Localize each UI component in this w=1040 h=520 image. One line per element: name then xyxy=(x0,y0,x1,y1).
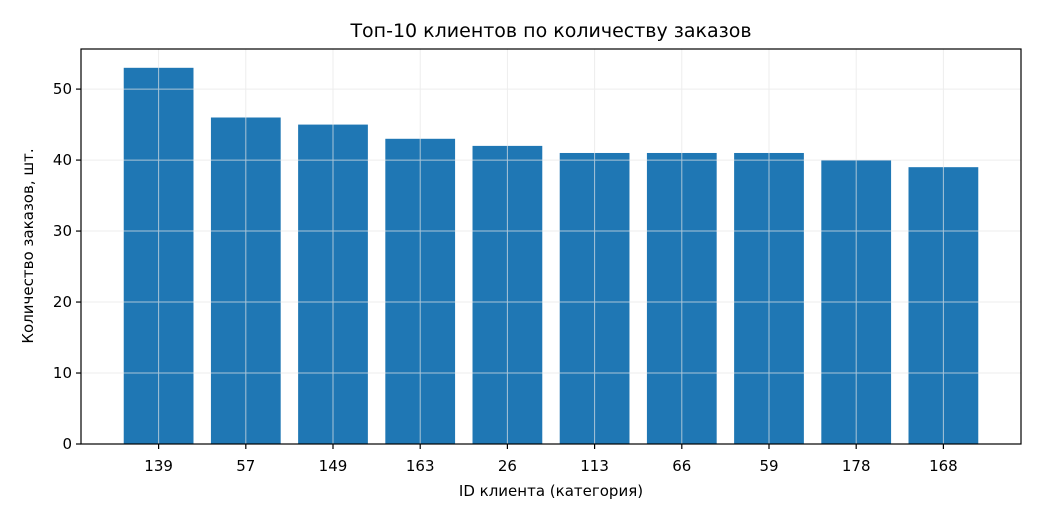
tick-labels: 0 10 20 30 40 50 139 57 149 163 26 113 66 59 178 168 xyxy=(53,80,958,475)
y-tick-label: 50 xyxy=(53,80,72,98)
x-tick-label: 113 xyxy=(580,457,609,475)
x-tick-label: 26 xyxy=(498,457,517,475)
x-tick-label: 139 xyxy=(144,457,173,475)
x-tick-label: 168 xyxy=(929,457,958,475)
axes xyxy=(76,48,1022,449)
chart-title: Топ-10 клиентов по количеству заказов xyxy=(349,20,751,42)
x-tick-label: 57 xyxy=(236,457,255,475)
y-axis-label: Количество заказов, шт. xyxy=(19,148,37,343)
x-tick-label: 178 xyxy=(842,457,871,475)
y-tick-label: 40 xyxy=(53,151,72,169)
plot-frame xyxy=(80,48,1022,445)
bars xyxy=(123,67,979,445)
x-axis-label: ID клиента (категория) xyxy=(459,482,643,500)
x-tick-label: 163 xyxy=(406,457,435,475)
y-tick-label: 30 xyxy=(53,222,72,240)
x-tick-label: 149 xyxy=(319,457,348,475)
x-tick-label: 66 xyxy=(672,457,691,475)
y-tick-label: 10 xyxy=(53,364,72,382)
y-tick-label: 20 xyxy=(53,293,72,311)
y-tick-label: 0 xyxy=(62,435,72,453)
x-tick-label: 59 xyxy=(759,457,778,475)
